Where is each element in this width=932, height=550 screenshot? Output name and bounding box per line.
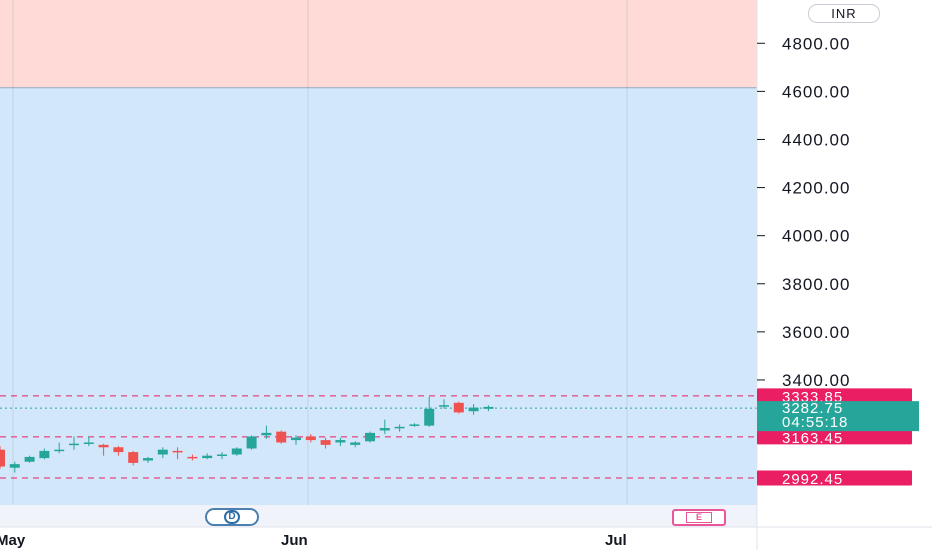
- candle-body: [291, 437, 301, 441]
- price-tick-label: 4600.00: [782, 82, 850, 101]
- candle-body: [394, 426, 405, 429]
- candle-body: [0, 449, 5, 467]
- price-tick-label: 4800.00: [782, 34, 850, 53]
- candle-body: [365, 432, 375, 442]
- candle-body: [157, 449, 168, 455]
- candle-body: [261, 432, 272, 436]
- candle-body: [439, 405, 449, 407]
- candles: [0, 396, 494, 473]
- candle-body: [468, 407, 479, 412]
- price-zones: [0, 0, 757, 506]
- time-axis-label: Jun: [281, 532, 308, 549]
- candle-body: [24, 456, 35, 462]
- last-price-label: 3282.75: [782, 400, 843, 417]
- target-zone-upper: [0, 0, 757, 88]
- grid-lines: [12, 0, 628, 505]
- dividend-marker-icon[interactable]: D: [205, 508, 259, 526]
- level-price-tag: [757, 470, 912, 486]
- level-lines: [0, 395, 757, 479]
- level-price-label: 3163.45: [782, 430, 843, 447]
- candle-body: [320, 440, 331, 445]
- level-price-tag: [757, 388, 912, 404]
- candle-body: [379, 428, 390, 431]
- candle-body: [335, 440, 346, 443]
- candle-body: [69, 443, 79, 446]
- price-tick-label: 4400.00: [782, 130, 850, 149]
- axis-strip: [0, 505, 757, 527]
- time-axis-label: Jul: [605, 532, 627, 549]
- candle-body: [113, 447, 124, 453]
- target-zone-lower: [0, 87, 757, 506]
- candle-body: [172, 450, 183, 453]
- candle-body: [276, 431, 287, 443]
- level-price-label: 2992.45: [782, 471, 843, 488]
- last-price-tag: [757, 401, 919, 432]
- candle-body: [128, 452, 139, 463]
- time-axis[interactable]: May Jun Jul: [0, 532, 627, 549]
- candle-body: [54, 449, 65, 452]
- earnings-marker-icon[interactable]: E: [672, 509, 726, 526]
- price-tick-label: 3600.00: [782, 323, 850, 342]
- price-axis[interactable]: 3400.00 3600.00 3800.00 4000.00 4200.00 4400.…: [757, 34, 850, 390]
- price-tick-label: 3400.00: [782, 371, 850, 390]
- candle-body: [98, 444, 109, 448]
- price-tick-label: 4000.00: [782, 227, 850, 246]
- earnings-letter-icon: E: [686, 512, 712, 523]
- candle-body: [305, 436, 316, 441]
- candle-body: [39, 450, 50, 459]
- candle-body: [187, 456, 198, 459]
- candle-body: [9, 464, 20, 468]
- price-tick-label: 4200.00: [782, 179, 850, 198]
- bar-countdown-label: 04:55:18: [782, 414, 848, 431]
- level-price-tag: [757, 429, 912, 445]
- candle-body: [202, 455, 213, 459]
- candle-body: [231, 448, 242, 455]
- candle-body: [246, 436, 257, 449]
- candle-body: [409, 424, 420, 426]
- time-axis-label: May: [0, 532, 26, 549]
- dividend-letter-icon: D: [224, 510, 240, 524]
- currency-selector[interactable]: INR: [808, 4, 880, 23]
- candle-body: [217, 454, 227, 456]
- candle-body: [424, 408, 435, 426]
- candle-body: [483, 406, 494, 409]
- candle-body: [350, 442, 361, 445]
- candle-body: [143, 458, 153, 461]
- candle-body: [83, 442, 94, 444]
- candle-body: [453, 402, 464, 413]
- price-tick-label: 3800.00: [782, 275, 850, 294]
